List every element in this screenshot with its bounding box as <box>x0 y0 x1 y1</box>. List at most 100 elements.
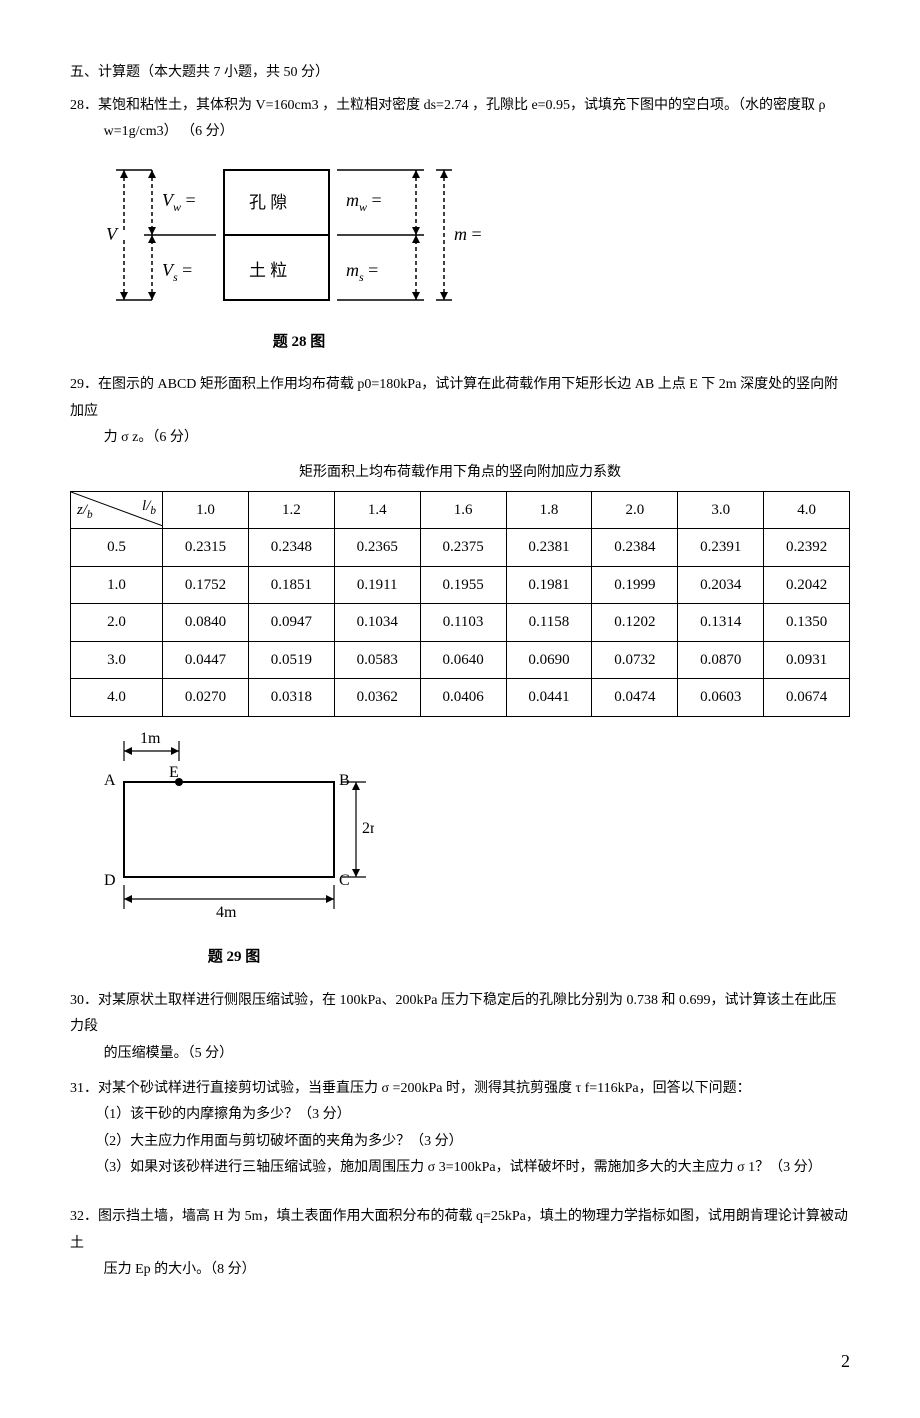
coefficient-table: z/b l/b 1.0 1.2 1.4 1.6 1.8 2.0 3.0 4.0 … <box>70 491 850 717</box>
label-D: D <box>104 872 116 889</box>
label-Vs: Vs = <box>162 260 192 284</box>
question-32: 32．图示挡土墙，墙高 H 为 5m，填土表面作用大面积分布的荷载 q=25kP… <box>70 1204 850 1284</box>
label-E: E <box>169 764 179 781</box>
col-header: 1.4 <box>334 491 420 529</box>
q32-text-line2: 压力 Ep 的大小。（8 分） <box>70 1257 850 1284</box>
cell: 0.1999 <box>592 566 678 604</box>
cell: 0.2348 <box>248 529 334 567</box>
cell: 0.0519 <box>248 641 334 679</box>
label-grain: 土 粒 <box>249 261 287 280</box>
cell: 0.1981 <box>506 566 592 604</box>
cell: 0.0931 <box>764 641 850 679</box>
col-header: 1.2 <box>248 491 334 529</box>
q28-text-line1: 28．某饱和粘性土，其体积为 V=160cm3 ，土粒相对密度 ds=2.74 … <box>70 98 826 113</box>
figure-28-svg: V Vw = Vs = 孔 隙 土 粒 <box>94 160 504 320</box>
figure-29: 1m A E B C D 2m <box>94 727 374 972</box>
page-number: 2 <box>70 1344 850 1378</box>
label-pore: 孔 隙 <box>249 193 287 212</box>
dim-2m: 2m <box>362 820 374 837</box>
table-header-row: z/b l/b 1.0 1.2 1.4 1.6 1.8 2.0 3.0 4.0 <box>71 491 850 529</box>
cell: 0.0674 <box>764 679 850 717</box>
table-row: 1.0 0.17520.18510.19110.19550.19810.1999… <box>71 566 850 604</box>
label-m: m = <box>454 224 482 244</box>
q31-sub1: （1）该干砂的内摩擦角为多少？（3 分） <box>70 1102 850 1129</box>
q31-text: 31．对某个砂试样进行直接剪切试验，当垂直压力 σ =200kPa 时，测得其抗… <box>70 1076 850 1103</box>
col-header: 2.0 <box>592 491 678 529</box>
q31-sub2: （2）大主应力作用面与剪切破坏面的夹角为多少？（3 分） <box>70 1129 850 1156</box>
coefficient-table-wrap: z/b l/b 1.0 1.2 1.4 1.6 1.8 2.0 3.0 4.0 … <box>70 491 850 717</box>
cell: 0.2042 <box>764 566 850 604</box>
cell: 0.2365 <box>334 529 420 567</box>
label-A: A <box>104 772 116 789</box>
row-header: 0.5 <box>71 529 163 567</box>
cell: 0.2392 <box>764 529 850 567</box>
question-28: 28．某饱和粘性土，其体积为 V=160cm3 ，土粒相对密度 ds=2.74 … <box>70 93 850 357</box>
q31-number: 31． <box>70 1081 98 1096</box>
figure-29-svg: 1m A E B C D 2m <box>94 727 374 937</box>
figure-29-caption: 题 29 图 <box>94 943 374 972</box>
cell: 0.1158 <box>506 604 592 642</box>
cell: 0.0640 <box>420 641 506 679</box>
table-row: 0.5 0.23150.23480.23650.23750.23810.2384… <box>71 529 850 567</box>
question-31: 31．对某个砂试样进行直接剪切试验，当垂直压力 σ =200kPa 时，测得其抗… <box>70 1076 850 1182</box>
label-ms: ms = <box>346 260 378 284</box>
col-header: 1.6 <box>420 491 506 529</box>
cell: 0.0732 <box>592 641 678 679</box>
cell: 0.0474 <box>592 679 678 717</box>
label-V: V <box>106 224 119 244</box>
q32-text-line1: 32．图示挡土墙，墙高 H 为 5m，填土表面作用大面积分布的荷载 q=25kP… <box>70 1209 848 1251</box>
cell: 0.1752 <box>163 566 249 604</box>
cell: 0.0870 <box>678 641 764 679</box>
q31-sub3: （3）如果对该砂样进行三轴压缩试验，施加周围压力 σ 3=100kPa，试样破坏… <box>70 1155 850 1182</box>
cell: 0.1851 <box>248 566 334 604</box>
cell: 0.2315 <box>163 529 249 567</box>
cell: 0.2384 <box>592 529 678 567</box>
cell: 0.1314 <box>678 604 764 642</box>
table-row: 2.0 0.08400.09470.10340.11030.11580.1202… <box>71 604 850 642</box>
cell: 0.0447 <box>163 641 249 679</box>
cell: 0.0270 <box>163 679 249 717</box>
q30-text-line1: 30．对某原状土取样进行侧限压缩试验，在 100kPa、200kPa 压力下稳定… <box>70 993 837 1035</box>
q29-body-a: 在图示的 ABCD 矩形面积上作用均布荷载 p0=180kPa，试计算在此荷载作… <box>70 377 838 419</box>
col-header: 1.8 <box>506 491 592 529</box>
question-30: 30．对某原状土取样进行侧限压缩试验，在 100kPa、200kPa 压力下稳定… <box>70 988 850 1068</box>
cell: 0.2034 <box>678 566 764 604</box>
table-row: 4.0 0.02700.03180.03620.04060.04410.0474… <box>71 679 850 717</box>
col-header: 4.0 <box>764 491 850 529</box>
cell: 0.1955 <box>420 566 506 604</box>
cell: 0.0441 <box>506 679 592 717</box>
col-header: 3.0 <box>678 491 764 529</box>
row-header: 4.0 <box>71 679 163 717</box>
header-diagonal: z/b l/b <box>71 491 163 529</box>
row-header: 1.0 <box>71 566 163 604</box>
cell: 0.2381 <box>506 529 592 567</box>
figure-28-caption: 题 28 图 <box>94 328 504 357</box>
section-title: 五、计算题（本大题共 7 小题，共 50 分） <box>70 60 850 87</box>
q30-number: 30． <box>70 993 98 1008</box>
q30-body-a: 对某原状土取样进行侧限压缩试验，在 100kPa、200kPa 压力下稳定后的孔… <box>70 993 837 1035</box>
q28-number: 28． <box>70 98 98 113</box>
cell: 0.1911 <box>334 566 420 604</box>
dim-1m: 1m <box>140 730 161 747</box>
cell: 0.0406 <box>420 679 506 717</box>
cell: 0.2391 <box>678 529 764 567</box>
row-header: 3.0 <box>71 641 163 679</box>
q31-body: 对某个砂试样进行直接剪切试验，当垂直压力 σ =200kPa 时，测得其抗剪强度… <box>98 1081 751 1096</box>
dim-4m: 4m <box>216 904 237 921</box>
cell: 0.0583 <box>334 641 420 679</box>
col-header: 1.0 <box>163 491 249 529</box>
cell: 0.2375 <box>420 529 506 567</box>
q28-body-a: 某饱和粘性土，其体积为 V=160cm3 ，土粒相对密度 ds=2.74 ，孔隙… <box>98 98 826 113</box>
table-row: 3.0 0.04470.05190.05830.06400.06900.0732… <box>71 641 850 679</box>
label-C: C <box>339 872 350 889</box>
cell: 0.0362 <box>334 679 420 717</box>
cell: 0.1350 <box>764 604 850 642</box>
cell: 0.1034 <box>334 604 420 642</box>
cell: 0.1202 <box>592 604 678 642</box>
figure-28: V Vw = Vs = 孔 隙 土 粒 <box>94 160 504 320</box>
q28-text-line2: w=1g/cm3） （6 分） <box>70 119 850 146</box>
q30-text-line2: 的压缩模量。（5 分） <box>70 1041 850 1068</box>
q29-text-line2: 力 σ z。（6 分） <box>70 425 850 452</box>
question-29: 29．在图示的 ABCD 矩形面积上作用均布荷载 p0=180kPa，试计算在此… <box>70 372 850 971</box>
q29-text-line1: 29．在图示的 ABCD 矩形面积上作用均布荷载 p0=180kPa，试计算在此… <box>70 377 838 419</box>
